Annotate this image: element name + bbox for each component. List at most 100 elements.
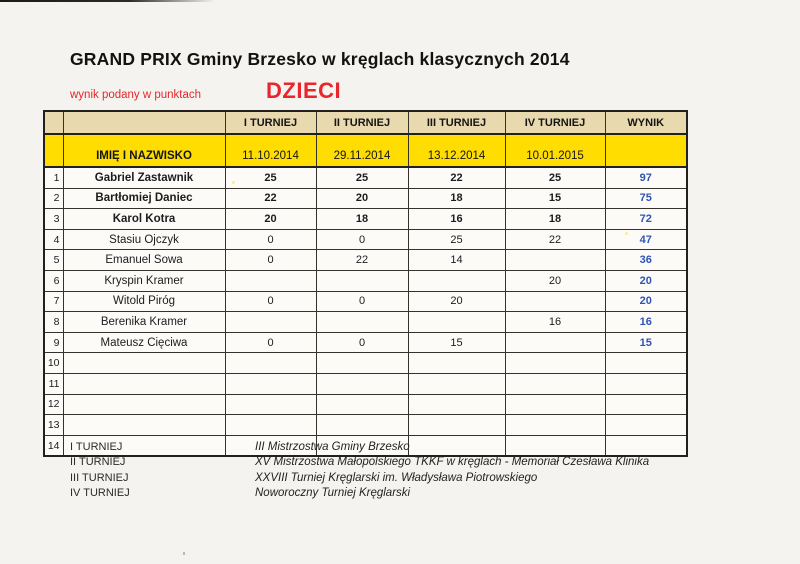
player-name-cell: Kryspin Kramer — [62, 269, 226, 292]
legend-label: I TURNIEJ — [70, 441, 123, 453]
score-cell — [407, 414, 506, 436]
score-cell — [504, 434, 606, 457]
category-title: DZIECI — [266, 78, 342, 103]
tournament-legend: I TURNIEJ III Mistrzostwa Gminy Brzesko … — [70, 440, 649, 502]
total-cell: 47 — [604, 228, 688, 251]
row-number: 12 — [43, 393, 64, 416]
score-cell: 18 — [315, 208, 409, 230]
row-number: 7 — [43, 290, 64, 313]
total-cell: 75 — [604, 187, 688, 210]
score-cell: 25 — [407, 228, 506, 251]
legend-label: II TURNIEJ — [70, 456, 126, 469]
player-name-cell: Gabriel Zastawnik — [62, 166, 226, 189]
total-cell — [604, 372, 688, 395]
total-cell: 36 — [604, 249, 688, 271]
score-cell — [407, 269, 506, 292]
player-name-cell — [62, 372, 226, 395]
scan-artifact-speck — [183, 552, 185, 555]
table-row: 12 — [43, 393, 688, 416]
score-cell: 20 — [407, 290, 506, 313]
row-number: 13 — [43, 414, 64, 436]
corner-cell — [62, 110, 226, 135]
table-row: 13 — [43, 414, 688, 436]
score-cell: 0 — [315, 331, 409, 354]
score-cell: 0 — [224, 290, 317, 313]
table-row: 1 Gabriel Zastawnik 25 25 22 25 97 — [43, 166, 688, 189]
score-cell: 20 — [504, 269, 606, 292]
table-row: 5 Emanuel Sowa 0 22 14 36 — [43, 249, 688, 271]
score-cell: 18 — [407, 187, 506, 210]
table-row: 3 Karol Kotra 20 18 16 18 72 — [43, 208, 688, 230]
total-cell — [604, 434, 688, 457]
score-cell — [315, 311, 409, 333]
score-cell: 0 — [224, 228, 317, 251]
score-cell — [315, 269, 409, 292]
score-cell — [224, 269, 317, 292]
score-cell: 0 — [224, 331, 317, 354]
legend-item: IV TURNIEJ Noworoczny Turniej Kręglarski — [70, 486, 649, 501]
score-cell — [504, 290, 606, 313]
table-row: 14 — [43, 434, 688, 457]
tournament-header-cell: IV TURNIEJ — [504, 110, 606, 135]
row-number: 4 — [43, 228, 64, 251]
player-name-cell — [62, 434, 226, 457]
score-cell — [315, 414, 409, 436]
points-note: wynik podany w punktach — [70, 89, 202, 101]
row-number: 3 — [43, 208, 64, 230]
score-cell: 18 — [504, 208, 606, 230]
tournament-header-cell: I TURNIEJ — [224, 110, 317, 135]
date-cell: 10.01.2015 — [504, 133, 606, 168]
player-name-cell — [62, 414, 226, 436]
row-number: 2 — [43, 187, 64, 210]
score-cell — [315, 434, 409, 457]
score-cell: 25 — [504, 166, 606, 189]
row-number: 8 — [43, 311, 64, 333]
player-name-cell — [62, 352, 226, 374]
score-cell: 20 — [315, 187, 409, 210]
result-header-cell: WYNIK — [604, 110, 688, 135]
page-title: GRAND PRIX Gminy Brzesko w kręglach klas… — [70, 49, 570, 69]
total-cell — [604, 414, 688, 436]
table-row: 10 — [43, 352, 688, 374]
row-number: 9 — [43, 331, 64, 354]
score-cell — [407, 311, 506, 333]
player-name-cell: Karol Kotra — [62, 208, 226, 230]
score-cell — [224, 393, 317, 416]
row-number: 11 — [43, 372, 64, 395]
score-cell: 14 — [407, 249, 506, 271]
score-cell: 22 — [504, 228, 606, 251]
total-cell: 20 — [604, 269, 688, 292]
score-cell: 16 — [504, 311, 606, 333]
scan-artifact-speck — [625, 232, 628, 235]
score-cell: 0 — [315, 228, 409, 251]
legend-item: III TURNIEJ XXVIII Turniej Kręglarski im… — [70, 471, 649, 486]
player-name-cell: Bartłomiej Daniec — [62, 187, 226, 210]
player-name-cell: Witold Piróg — [62, 290, 226, 313]
score-cell: 20 — [224, 208, 317, 230]
table-row: 11 — [43, 372, 688, 395]
player-name-cell: Emanuel Sowa — [62, 249, 226, 271]
player-name-cell: Berenika Kramer — [62, 311, 226, 333]
score-cell — [315, 372, 409, 395]
results-table: I TURNIEJ II TURNIEJ III TURNIEJ IV TURN… — [43, 110, 688, 458]
table-row: 4 Stasiu Ojczyk 0 0 25 22 47 — [43, 228, 688, 251]
player-name-cell — [62, 393, 226, 416]
score-cell — [504, 414, 606, 436]
table-row: 8 Berenika Kramer 16 16 — [43, 311, 688, 333]
total-cell: 15 — [604, 331, 688, 354]
legend-label: III TURNIEJ — [70, 471, 129, 484]
score-cell — [224, 414, 317, 436]
score-cell: 25 — [224, 166, 317, 189]
date-cell: 13.12.2014 — [407, 133, 506, 168]
score-cell: 0 — [224, 249, 317, 271]
total-cell — [604, 352, 688, 374]
score-cell: 22 — [224, 187, 317, 210]
row-number: 1 — [43, 166, 64, 189]
table-body: 1 Gabriel Zastawnik 25 25 22 25 97 2 Bar… — [43, 166, 688, 457]
table-row: 2 Bartłomiej Daniec 22 20 18 15 75 — [43, 187, 688, 210]
score-cell — [407, 352, 506, 374]
dates-header-row: IMIĘ I NAZWISKO 11.10.2014 29.11.2014 13… — [43, 133, 688, 168]
row-number: 5 — [43, 249, 64, 271]
score-cell — [224, 434, 317, 457]
